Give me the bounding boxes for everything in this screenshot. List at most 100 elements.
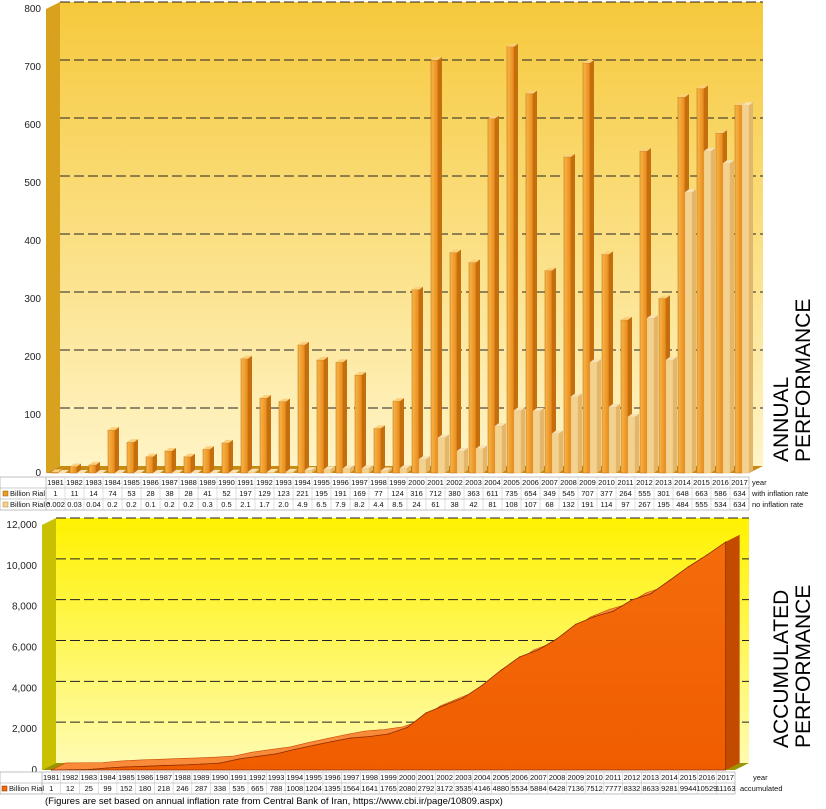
- accumulated-value-label: 2792: [418, 784, 435, 793]
- accumulated-data-point: [219, 762, 221, 764]
- accumulated-year-label: 1983: [80, 773, 97, 782]
- annual-value-with-inflation: 123: [277, 489, 290, 498]
- annual-value-no-inflation: 484: [676, 500, 689, 509]
- accumulated-year-label: 1989: [193, 773, 210, 782]
- annual-year-label: 1998: [370, 478, 387, 487]
- annual-value-with-inflation: 735: [505, 489, 518, 498]
- annual-bar-no-inflation: [323, 466, 335, 474]
- annual-bar-with-inflation: [259, 395, 271, 474]
- annual-bar-no-inflation: [722, 160, 734, 474]
- annual-value-with-inflation: 634: [733, 489, 746, 498]
- annual-bar-no-inflation: [456, 447, 468, 474]
- annual-value-with-inflation: 545: [562, 489, 575, 498]
- annual-year-label: 1996: [332, 478, 349, 487]
- annual-bar-no-inflation: [589, 359, 601, 474]
- annual-year-label: 2004: [484, 478, 501, 487]
- annual-bar-with-inflation: [449, 249, 461, 474]
- legend-swatch-with-inflation: [2, 490, 9, 497]
- annual-value-no-inflation: 0.2: [164, 500, 174, 509]
- accumulated-value-label: 788: [270, 784, 283, 793]
- annual-table-frame: [0, 476, 750, 511]
- accumulated-year-label: 1985: [118, 773, 135, 782]
- annual-value-no-inflation: 107: [524, 500, 537, 509]
- accumulated-value-label: 5884: [530, 784, 547, 793]
- annual-value-no-inflation: 114: [601, 500, 613, 509]
- accumulated-data-point: [387, 733, 390, 735]
- accumulated-year-label: 2014: [661, 773, 678, 782]
- annual-bar-with-inflation: [525, 90, 537, 474]
- accumulated-value-label: 6428: [549, 784, 566, 793]
- annual-value-no-inflation: 61: [431, 500, 439, 509]
- annual-value-with-inflation: 264: [619, 489, 632, 498]
- annual-y-axis: 0 100 200 300 400 500 600 700 800: [24, 4, 41, 479]
- annual-bar-with-inflation: [107, 427, 119, 474]
- annual-year-label: 2008: [560, 478, 577, 487]
- annual-value-no-inflation: 267: [638, 500, 651, 509]
- annual-bar-no-inflation: [76, 469, 88, 474]
- annual-value-with-inflation: 38: [165, 489, 173, 498]
- accumulated-data-point: [725, 541, 727, 543]
- annual-value-with-inflation: 654: [524, 489, 537, 498]
- annual-value-no-inflation: 555: [695, 500, 708, 509]
- annual-bar-with-inflation: [278, 398, 290, 474]
- accumulated-value-label: 25: [85, 784, 93, 793]
- accumulated-value-label: 665: [251, 784, 264, 793]
- accumulated-value-label: 1: [49, 784, 53, 793]
- accumulated-year-label: 2017: [717, 773, 734, 782]
- annual-bar-no-inflation: [247, 468, 259, 474]
- annual-value-with-inflation: 1: [53, 489, 57, 498]
- annual-year-label: 1987: [161, 478, 178, 487]
- annual-value-no-inflation: 42: [469, 500, 477, 509]
- annual-bar-no-inflation: [551, 430, 563, 474]
- annual-value-with-inflation: 648: [676, 489, 689, 498]
- accumulated-value-label: 9944: [680, 784, 697, 793]
- annual-value-no-inflation: 634: [733, 500, 746, 509]
- annual-value-with-inflation: 124: [391, 489, 404, 498]
- annual-bar-no-inflation: [684, 189, 696, 474]
- annual-value-no-inflation: 0.1: [145, 500, 155, 509]
- annual-year-label: 1993: [275, 478, 292, 487]
- accumulated-year-label: 2016: [699, 773, 716, 782]
- annual-value-no-inflation: 0.04: [86, 500, 101, 509]
- annual-bar-with-inflation: [88, 461, 100, 474]
- accumulated-value-label: 1008: [287, 784, 304, 793]
- accumulated-year-label: 1997: [343, 773, 360, 782]
- annual-value-no-inflation: 6.5: [316, 500, 326, 509]
- accumulated-year-label: 2013: [642, 773, 659, 782]
- accumulated-value-label: 11163: [716, 784, 736, 793]
- annual-value-no-inflation: 0.002: [46, 500, 65, 509]
- annual-value-no-inflation: 0.2: [107, 500, 117, 509]
- accumulated-year-label: 1998: [361, 773, 378, 782]
- annual-bar-with-inflation: [183, 453, 195, 474]
- annual-year-label: 2014: [674, 478, 691, 487]
- annual-bar-no-inflation: [57, 469, 69, 474]
- accumulated-year-label: 2011: [605, 773, 621, 782]
- annual-row-note-with-inflation: with inflation rate: [751, 489, 808, 498]
- annual-value-with-inflation: 41: [203, 489, 211, 498]
- annual-bar-no-inflation: [190, 469, 202, 474]
- accumulated-y-tick-label: 10,000: [6, 561, 37, 572]
- accumulated-year-label: 1993: [268, 773, 285, 782]
- accumulated-side-label-line-1: ACCUMULATED: [770, 590, 793, 748]
- accumulated-value-label: 287: [195, 784, 208, 793]
- annual-bar-with-inflation: [202, 446, 214, 474]
- annual-value-with-inflation: 221: [296, 489, 309, 498]
- annual-year-label: 1982: [66, 478, 83, 487]
- annual-value-no-inflation: 0.5: [221, 500, 231, 509]
- annual-bar-with-inflation: [354, 371, 366, 474]
- annual-year-label: 2010: [598, 478, 615, 487]
- accumulated-year-label: 1987: [155, 773, 172, 782]
- annual-bar-no-inflation: [304, 467, 316, 474]
- annual-bar-with-inflation: [297, 341, 309, 474]
- annual-bar-no-inflation: [285, 468, 297, 474]
- accumulated-year-label: 2005: [493, 773, 510, 782]
- accumulated-year-label: 1988: [174, 773, 191, 782]
- accumulated-plot-side-wall: [42, 518, 56, 770]
- annual-bar-no-inflation: [171, 469, 183, 474]
- annual-value-no-inflation: 97: [621, 500, 629, 509]
- accumulated-value-label: 1395: [324, 784, 341, 793]
- annual-value-with-inflation: 129: [258, 489, 271, 498]
- annual-bar-with-inflation: [373, 425, 385, 474]
- annual-bar-with-inflation: [563, 153, 575, 474]
- accumulated-data-point: [294, 748, 296, 751]
